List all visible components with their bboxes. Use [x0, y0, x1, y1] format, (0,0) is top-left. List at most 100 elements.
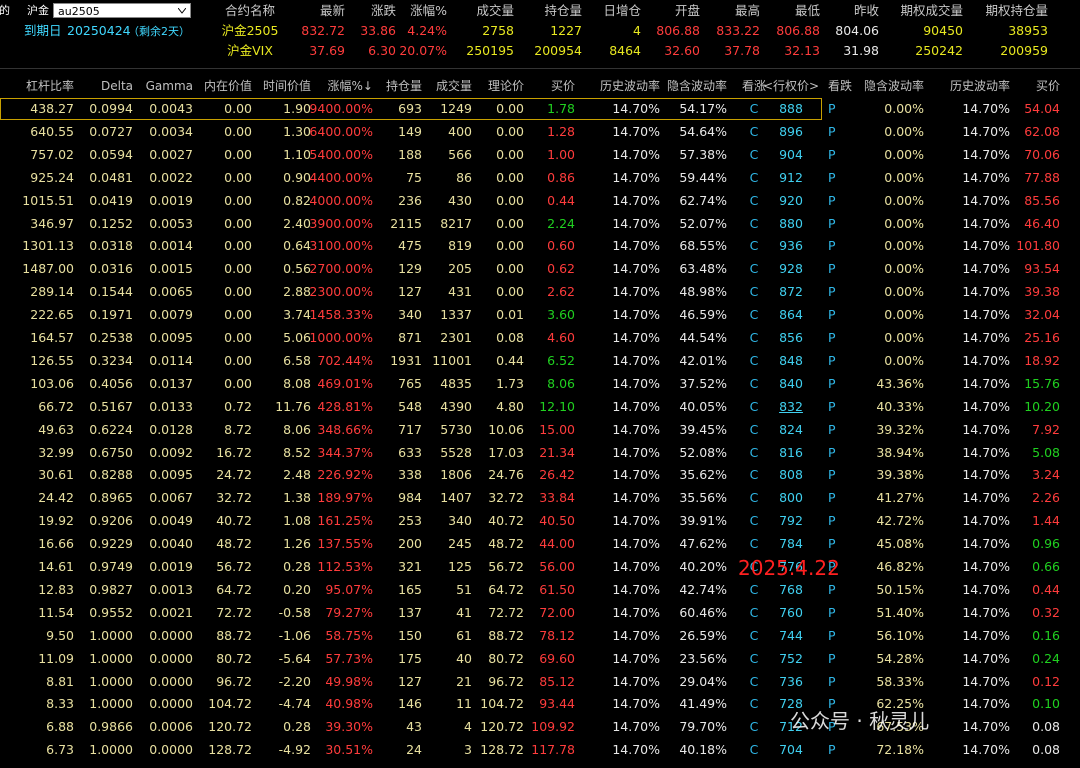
table-cell: -4.74	[278, 696, 311, 712]
table-cell: 1249	[440, 101, 472, 116]
table-cell: 0.00	[496, 284, 524, 300]
table-cell: 96.72	[216, 673, 252, 689]
table-cell: 14.70%	[962, 696, 1010, 712]
table-cell: 8.52	[283, 444, 311, 460]
date-stamp: 2025.4.22	[738, 556, 840, 580]
quote-value: 6.30	[368, 43, 396, 58]
table-cell: 11.54	[38, 604, 74, 620]
table-cell: C	[749, 536, 759, 552]
contract-select[interactable]: au2505	[53, 3, 191, 18]
table-cell: 14.70%	[612, 604, 660, 620]
table-cell: 44.54%	[679, 330, 727, 345]
table-cell: 0.0114	[149, 352, 193, 368]
table-cell: 14.70%	[962, 627, 1010, 643]
table-cell: 0.00	[224, 307, 252, 323]
table-cell: 9400.00%	[309, 101, 373, 116]
table-cell: 40.50	[539, 513, 575, 529]
table-cell: 35.62%	[679, 467, 727, 483]
table-cell: 0.9827	[89, 581, 133, 597]
table-cell: -5.64	[278, 650, 311, 666]
table-cell: 5730	[440, 421, 472, 437]
table-cell: P	[828, 581, 836, 597]
table-cell: 0.8288	[89, 467, 133, 483]
table-cell: C	[749, 375, 759, 391]
table-cell: 0.00%	[884, 284, 924, 300]
table-cell: 38.94%	[876, 444, 924, 460]
table-cell: C	[749, 719, 759, 735]
table-cell: 150	[398, 627, 422, 643]
divider	[0, 68, 1080, 69]
table-cell: 5.06	[283, 330, 311, 345]
table-cell: 4.60	[547, 330, 575, 345]
table-cell: 0.00%	[884, 238, 924, 254]
table-cell: 127	[398, 284, 422, 300]
table-cell: -1.06	[278, 627, 311, 643]
table-cell: 56.10%	[876, 627, 924, 643]
table-cell: 52.07%	[679, 215, 727, 231]
table-cell: 24.72	[216, 467, 252, 483]
strike-price: 848	[779, 352, 803, 368]
table-cell: 0.0022	[149, 169, 193, 185]
table-cell: 48.72	[488, 536, 524, 552]
table-cell: 70.06	[1024, 146, 1060, 162]
table-cell: 717	[398, 421, 422, 437]
table-cell: 0.82	[283, 192, 311, 208]
table-cell: P	[828, 192, 836, 208]
quote-value: 32.60	[664, 43, 700, 58]
expiry: 20250424	[67, 23, 131, 38]
table-cell: 0.0000	[149, 673, 193, 689]
strike-price: 888	[779, 101, 803, 116]
table-cell: C	[749, 559, 759, 574]
table-cell: 226.92%	[317, 467, 373, 483]
table-cell: 14.70%	[962, 123, 1010, 139]
table-cell: C	[749, 696, 759, 712]
table-cell: 1.10	[283, 146, 311, 162]
watermark: 公众号 · 秋灵儿	[790, 709, 930, 733]
table-cell: C	[749, 169, 759, 185]
table-cell: 633	[398, 444, 422, 460]
quote-value: 250242	[915, 43, 963, 58]
table-cell: P	[828, 330, 836, 345]
table-cell: 0.0049	[149, 513, 193, 529]
table-header: 隐含波动率	[666, 79, 727, 93]
table-cell: 0.28	[283, 719, 311, 735]
table-header: 历史波动率	[949, 79, 1010, 93]
table-cell: 127	[398, 673, 422, 689]
table-cell: 348.66%	[317, 421, 373, 437]
table-cell: 0.00	[224, 375, 252, 391]
table-cell: 21	[456, 673, 472, 689]
table-cell: 23.56%	[679, 650, 727, 666]
table-cell: 0.9552	[89, 604, 133, 620]
table-cell: P	[828, 307, 836, 323]
table-cell: 469.01%	[317, 375, 373, 391]
table-cell: 41.49%	[679, 696, 727, 712]
table-cell: 120.72	[480, 719, 524, 735]
table-cell: 0.44	[496, 352, 524, 368]
table-cell: 39.30%	[325, 719, 373, 735]
table-cell: 137.55%	[317, 536, 373, 552]
table-cell: 7.92	[1032, 421, 1060, 437]
table-cell: 0.00	[224, 330, 252, 345]
table-cell: 44.00	[539, 536, 575, 552]
table-cell: 8.08	[283, 375, 311, 391]
table-cell: 35.56%	[679, 490, 727, 506]
table-cell: 0.01	[496, 307, 524, 323]
table-cell: 4390	[440, 398, 472, 414]
table-cell: 42.74%	[679, 581, 727, 597]
table-cell: 17.03	[488, 444, 524, 460]
quote-header: 昨收	[853, 3, 879, 18]
table-cell: 984	[398, 490, 422, 506]
table-cell: 1458.33%	[309, 307, 373, 323]
table-cell: 0.66	[1032, 559, 1060, 574]
table-header: 历史波动率	[599, 79, 660, 93]
strike-price: 712	[779, 719, 803, 735]
table-header: 涨幅%↓	[327, 79, 373, 93]
table-cell: 14.70%	[962, 513, 1010, 529]
table-cell: 14.70%	[962, 261, 1010, 277]
selected-row-frame[interactable]	[0, 98, 822, 120]
table-cell: C	[749, 604, 759, 620]
quote-value: 33.86	[360, 23, 396, 38]
quote-value: 8464	[609, 43, 641, 58]
strike-price: 784	[779, 536, 803, 552]
table-cell: 62.74%	[679, 192, 727, 208]
